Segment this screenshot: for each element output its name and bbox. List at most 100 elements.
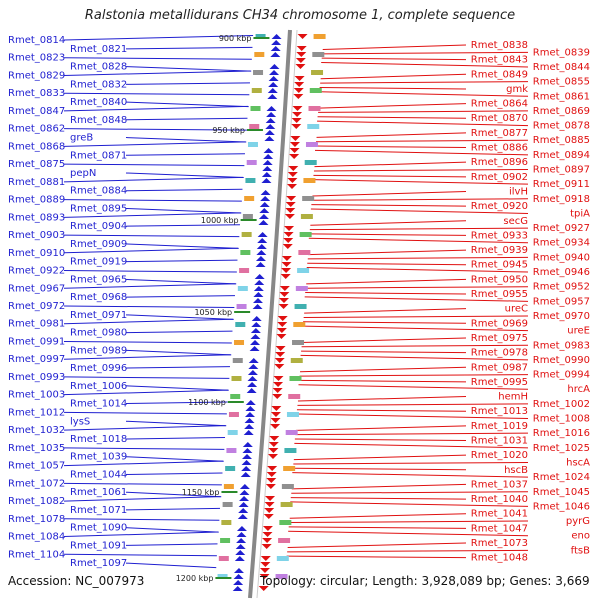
left-gene-label: Rmet_1078 bbox=[8, 514, 65, 525]
left-leader-line bbox=[125, 437, 225, 440]
left-gene-label: Rmet_0840 bbox=[70, 97, 127, 108]
forward-gene bbox=[256, 250, 267, 255]
forward-gene bbox=[261, 178, 272, 183]
feature-block bbox=[249, 124, 260, 129]
left-leader-line bbox=[125, 385, 229, 391]
reverse-gene bbox=[281, 268, 292, 273]
feature-block bbox=[245, 178, 256, 183]
right-leader-line bbox=[302, 337, 467, 343]
right-gene-label: Rmet_0983 bbox=[533, 340, 590, 351]
left-gene-label: Rmet_1006 bbox=[70, 381, 127, 392]
left-leader-line bbox=[125, 188, 243, 192]
reverse-gene bbox=[295, 64, 306, 69]
reverse-gene bbox=[294, 76, 305, 81]
reverse-gene bbox=[268, 442, 279, 447]
feature-block bbox=[239, 268, 250, 273]
feature-block bbox=[286, 412, 299, 417]
left-gene-label: Rmet_1035 bbox=[8, 443, 65, 454]
reverse-gene bbox=[290, 136, 301, 141]
right-leader-line bbox=[312, 179, 529, 185]
feature-block bbox=[247, 142, 258, 147]
right-gene-label: ureE bbox=[567, 326, 590, 337]
reverse-gene bbox=[294, 82, 305, 87]
map-title: Ralstonia metallidurans CH34 chromosome … bbox=[84, 8, 516, 23]
left-gene-label: Rmet_1039 bbox=[70, 452, 127, 463]
left-gene-label: Rmet_0997 bbox=[8, 354, 65, 365]
right-gene-label: Rmet_1024 bbox=[533, 472, 590, 483]
right-gene-label: Rmet_0975 bbox=[471, 333, 528, 344]
feature-block bbox=[302, 196, 315, 201]
reverse-gene bbox=[286, 196, 297, 201]
right-leader-line bbox=[320, 81, 529, 84]
left-gene-label: Rmet_0881 bbox=[8, 177, 65, 188]
left-gene-label: Rmet_0980 bbox=[70, 328, 127, 339]
left-gene-label: Rmet_0895 bbox=[70, 203, 127, 214]
features-group bbox=[217, 29, 326, 599]
right-gene-label: Rmet_0870 bbox=[471, 113, 528, 124]
reverse-gene bbox=[292, 106, 303, 111]
scale-tick-label: 1000 kbp bbox=[201, 216, 239, 225]
reverse-gene bbox=[283, 232, 294, 237]
forward-gene bbox=[244, 418, 255, 423]
left-gene-label: Rmet_1104 bbox=[8, 549, 65, 560]
left-gene-label: Rmet_1072 bbox=[8, 478, 65, 489]
right-leader-line bbox=[299, 379, 467, 383]
reverse-gene bbox=[296, 46, 307, 51]
forward-gene bbox=[239, 484, 250, 489]
forward-gene bbox=[252, 304, 263, 309]
right-gene-label: Rmet_0978 bbox=[471, 348, 528, 359]
right-leader-line bbox=[319, 86, 467, 90]
right-gene-label: hscB bbox=[504, 465, 528, 476]
feature-block bbox=[308, 106, 321, 111]
reverse-gene bbox=[280, 274, 291, 279]
left-labels-group: Rmet_0814 Rmet_0821 Rmet_0823 Rmet_0828 Rmet… bbox=[8, 35, 254, 569]
forward-gene bbox=[244, 412, 255, 417]
reverse-gene bbox=[278, 304, 289, 309]
reverse-gene bbox=[269, 436, 280, 441]
forward-gene bbox=[254, 274, 265, 279]
reverse-gene bbox=[281, 262, 292, 267]
reverse-gene bbox=[291, 118, 302, 123]
forward-gene bbox=[268, 82, 279, 87]
left-leader-line bbox=[63, 518, 220, 521]
forward-gene bbox=[242, 454, 252, 459]
reverse-gene bbox=[285, 202, 296, 207]
right-gene-label: gmk bbox=[506, 84, 528, 95]
left-leader-line bbox=[63, 57, 252, 60]
reverse-gene bbox=[289, 154, 300, 159]
reverse-gene bbox=[278, 298, 289, 303]
reverse-gene bbox=[297, 34, 308, 39]
forward-gene bbox=[249, 346, 260, 351]
forward-gene bbox=[261, 172, 272, 177]
right-leader-line bbox=[289, 520, 529, 524]
left-gene-label: Rmet_1012 bbox=[8, 407, 65, 418]
left-gene-label: Rmet_0993 bbox=[8, 372, 65, 383]
feature-block bbox=[246, 160, 257, 165]
feature-block bbox=[294, 304, 307, 309]
right-gene-label: Rmet_1040 bbox=[471, 494, 528, 505]
forward-gene bbox=[270, 46, 281, 51]
reverse-gene bbox=[259, 574, 270, 579]
reverse-gene bbox=[275, 346, 286, 351]
ticks-group: 900 kbp 950 kbp 1000 kbp 1050 kbp 1100 kbp 11… bbox=[176, 34, 270, 583]
right-gene-label: Rmet_0950 bbox=[471, 274, 528, 285]
left-leader-line bbox=[63, 105, 249, 112]
right-gene-label: Rmet_1041 bbox=[471, 509, 528, 520]
left-gene-label: Rmet_0814 bbox=[8, 35, 65, 46]
forward-gene bbox=[256, 244, 267, 249]
forward-gene bbox=[260, 190, 271, 195]
feature-block bbox=[236, 304, 247, 309]
right-gene-label: Rmet_0995 bbox=[471, 377, 528, 388]
left-leader-line bbox=[125, 243, 239, 249]
left-leader-line bbox=[125, 562, 217, 569]
forward-gene bbox=[250, 340, 261, 345]
feature-block bbox=[251, 88, 262, 93]
feature-block bbox=[227, 430, 238, 435]
reverse-gene bbox=[268, 454, 278, 459]
right-leader-line bbox=[316, 139, 529, 143]
right-gene-label: Rmet_0855 bbox=[533, 77, 590, 88]
reverse-gene bbox=[261, 544, 272, 549]
right-gene-label: Rmet_0940 bbox=[533, 252, 590, 263]
reverse-gene bbox=[281, 256, 292, 261]
